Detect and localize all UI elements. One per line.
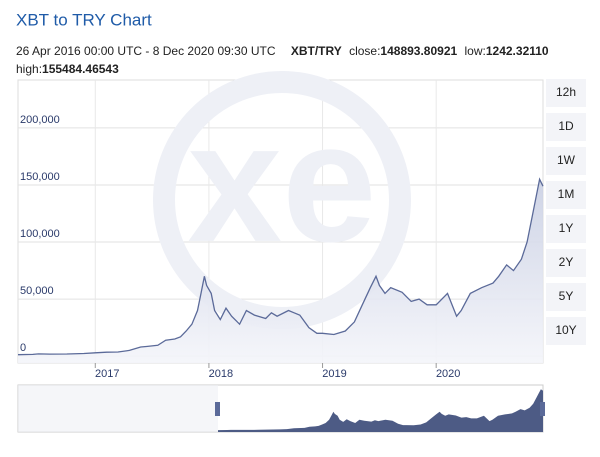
range-button[interactable] xyxy=(546,215,586,243)
y-tick-label: 50,000 xyxy=(20,285,54,297)
low-label: low: xyxy=(465,44,486,58)
range-button-label: 1D xyxy=(558,119,574,133)
range-button[interactable] xyxy=(546,181,586,209)
subtitle: 26 Apr 2016 00:00 UTC - 8 Dec 2020 09:30… xyxy=(16,44,549,58)
range-buttons: 12h 1D 1W 1M 1Y 2Y 5Y 10Y xyxy=(546,79,586,345)
navigator-mask xyxy=(18,385,218,432)
range-button-label: 12h xyxy=(556,85,576,99)
range-button[interactable] xyxy=(546,317,586,345)
range-button-label: 1Y xyxy=(559,221,574,235)
pair: XBT/TRY xyxy=(291,44,342,58)
range-button-label: 1M xyxy=(558,187,575,201)
watermark: xe xyxy=(187,88,376,278)
high: 155484.46543 xyxy=(42,62,119,76)
y-tick-label: 0 xyxy=(20,342,26,354)
series xyxy=(17,177,544,363)
close: 148893.80921 xyxy=(380,44,457,58)
subtitle-high: high:155484.46543 xyxy=(16,62,119,76)
x-tick-label: 2017 xyxy=(95,368,119,380)
range-button[interactable] xyxy=(546,283,586,311)
close-label: close: xyxy=(349,44,380,58)
range-button[interactable] xyxy=(546,249,586,277)
navigator-series xyxy=(218,389,543,432)
low: 1242.32110 xyxy=(486,44,549,58)
range-button-label: 10Y xyxy=(555,323,576,337)
line xyxy=(17,177,544,356)
x-tick-label: 2018 xyxy=(209,368,233,380)
range-button-label: 2Y xyxy=(559,255,574,269)
range-button[interactable] xyxy=(546,147,586,175)
navigator-handle[interactable] xyxy=(215,402,220,416)
y-tick-label: 200,000 xyxy=(20,114,60,126)
range-button[interactable] xyxy=(546,113,586,141)
y-tick-label: 150,000 xyxy=(20,171,60,183)
range-button-label: 5Y xyxy=(559,289,574,303)
range-button-label: 1W xyxy=(557,153,576,167)
y-tick-label: 100,000 xyxy=(20,228,60,240)
x-tick-label: 2020 xyxy=(436,368,460,380)
date-range: 26 Apr 2016 00:00 UTC - 8 Dec 2020 09:30… xyxy=(16,44,276,58)
navigator-handle[interactable] xyxy=(540,402,545,416)
area xyxy=(18,179,543,363)
x-tick-label: 2019 xyxy=(322,368,346,380)
high-label: high: xyxy=(16,62,42,76)
chart-title: XBT to TRY Chart xyxy=(16,10,152,29)
navigator-area xyxy=(218,389,543,432)
range-button[interactable] xyxy=(546,79,586,107)
